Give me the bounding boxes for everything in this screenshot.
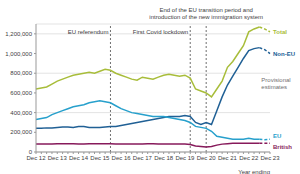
svg-text:800,000: 800,000 xyxy=(10,70,32,76)
svg-text:EU referendum: EU referendum xyxy=(68,29,109,35)
svg-text:Total: Total xyxy=(273,29,287,35)
svg-text:Dec 21: Dec 21 xyxy=(218,155,238,161)
svg-text:Dec 12: Dec 12 xyxy=(26,155,46,161)
svg-text:1,000,000: 1,000,000 xyxy=(8,51,33,57)
svg-text:Dec 17: Dec 17 xyxy=(133,155,153,161)
svg-text:First Covid lockdown: First Covid lockdown xyxy=(133,29,188,35)
svg-text:Dec 19: Dec 19 xyxy=(175,155,195,161)
svg-text:Dec 13: Dec 13 xyxy=(48,155,68,161)
svg-text:400,000: 400,000 xyxy=(10,110,32,116)
svg-text:600,000: 600,000 xyxy=(10,90,32,96)
svg-text:EU: EU xyxy=(273,133,281,139)
svg-text:Dec 16: Dec 16 xyxy=(112,155,132,161)
svg-text:Provisionalestimates: Provisionalestimates xyxy=(261,77,290,90)
svg-text:End of the EU transition perio: End of the EU transition period andintro… xyxy=(149,7,263,20)
svg-text:0: 0 xyxy=(29,149,33,155)
svg-text:200,000: 200,000 xyxy=(10,129,32,135)
svg-text:Dec 14: Dec 14 xyxy=(69,155,89,161)
svg-text:Dec 15: Dec 15 xyxy=(90,155,110,161)
svg-text:Year ending: Year ending xyxy=(238,169,270,174)
svg-text:Dec 23: Dec 23 xyxy=(260,155,280,161)
svg-text:Dec 18: Dec 18 xyxy=(154,155,174,161)
svg-text:Dec 20: Dec 20 xyxy=(197,155,217,161)
svg-text:1,200,000: 1,200,000 xyxy=(8,31,33,37)
svg-text:Dec 22: Dec 22 xyxy=(239,155,259,161)
svg-text:Non-EU: Non-EU xyxy=(273,51,292,57)
svg-text:British: British xyxy=(273,144,292,150)
